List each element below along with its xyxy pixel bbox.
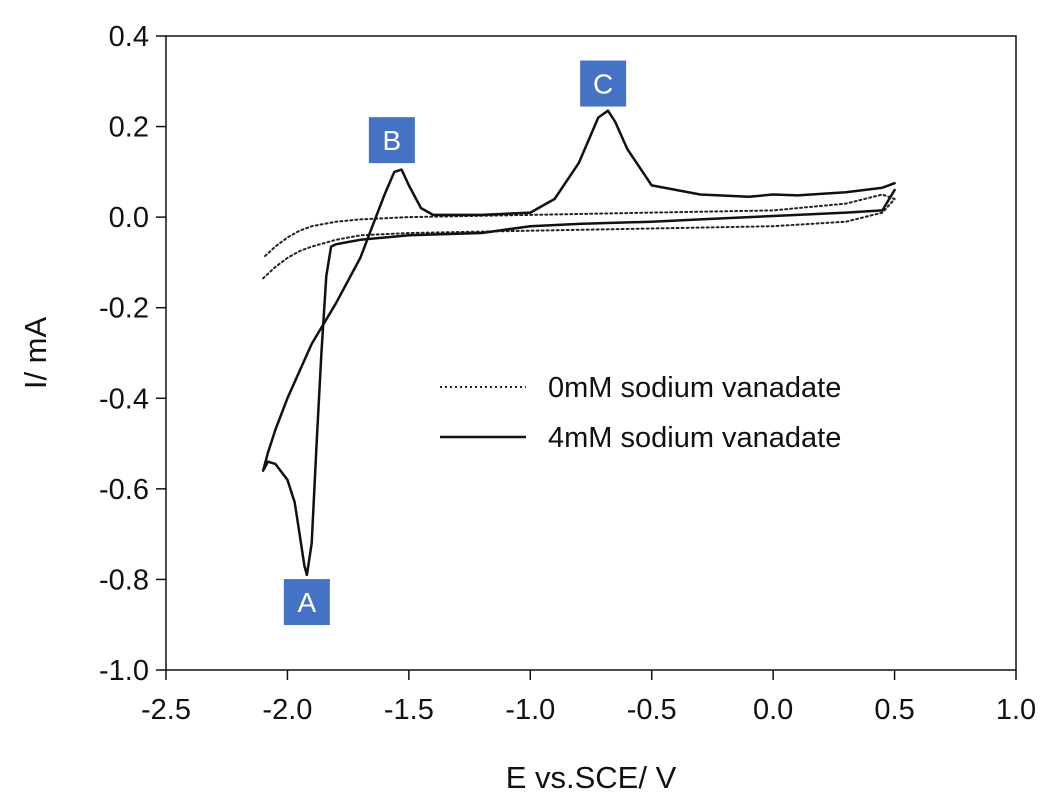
x-axis-title: E vs.SCE/ V [506,760,677,795]
y-tick-label: -0.4 [99,383,149,415]
series-line-2 [261,109,896,577]
peak-label-box [368,117,415,164]
y-axis-title: I/ mA [18,317,53,390]
legend-label: 4mM sodium vanadate [548,422,841,454]
y-tick-label: 0.2 [109,112,149,144]
x-tick-label: -2.0 [262,694,312,726]
x-tick-label: -0.5 [627,694,677,726]
peak-label-box [580,60,627,107]
x-tick-label: 0.5 [874,694,914,726]
plot-frame [165,35,1017,671]
peak-label: B [383,125,402,156]
peak-label: C [593,69,613,100]
y-tick-label: 0.4 [109,21,149,53]
peak-label-box [283,579,330,626]
y-tick-label: 0.0 [109,202,149,234]
y-tick-label: -1.0 [99,655,149,687]
x-tick-label: -2.5 [141,694,191,726]
y-axis: -1.0 -0.8 -0.6 -0.4 -0.2 0.0 0.2 0.4 [99,21,166,687]
peak-label: A [298,587,317,618]
x-tick-label: 0.0 [753,694,793,726]
x-axis: -2.5 -2.0 -1.5 -1.0 -0.5 0.0 0.5 1.0 [141,670,1036,726]
annotations: A B C [283,60,627,626]
x-tick-label: -1.0 [505,694,555,726]
y-tick-label: -0.6 [99,474,149,506]
x-tick-label: 1.0 [996,694,1036,726]
legend: 0mM sodium vanadate 4mM sodium vanadate [440,372,841,454]
series-layer [261,109,896,577]
x-tick-label: -1.5 [384,694,434,726]
legend-label: 0mM sodium vanadate [548,372,841,404]
series-line-1 [262,193,896,280]
y-tick-label: -0.2 [99,293,149,325]
y-tick-label: -0.8 [99,564,149,596]
